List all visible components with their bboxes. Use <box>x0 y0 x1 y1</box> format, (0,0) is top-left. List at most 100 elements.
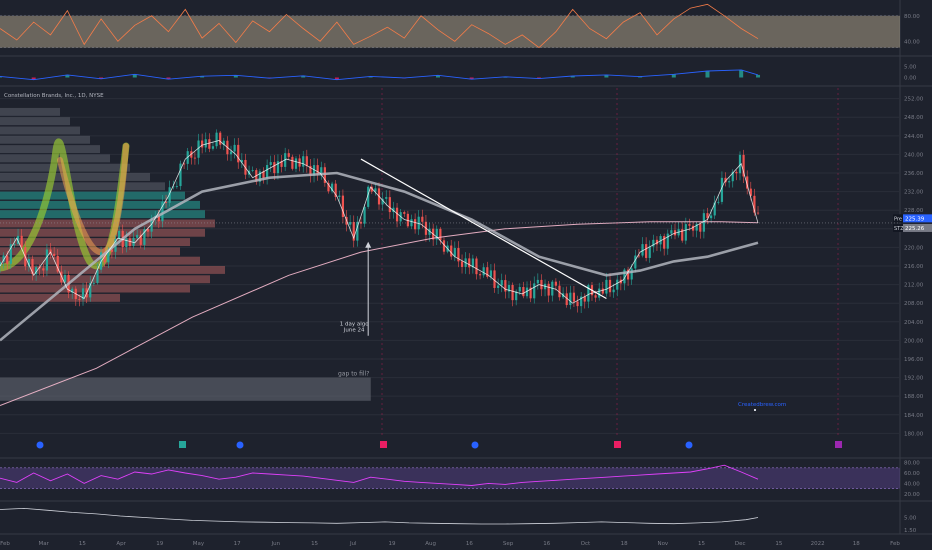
candle-body <box>637 255 641 257</box>
indicator-tick-label: 0.00 <box>904 76 917 82</box>
indicator-tick-label: 1.50 <box>904 528 917 534</box>
candle-body <box>233 144 236 152</box>
grid-lines <box>0 88 900 438</box>
event-dividend-icon[interactable] <box>236 441 244 449</box>
profile-bar <box>0 238 190 247</box>
candle-body <box>161 201 164 222</box>
time-tick-label: 15 <box>79 541 86 547</box>
price-tick-label: 192.00 <box>904 376 924 382</box>
candle-body <box>374 188 377 192</box>
event-dividend-icon[interactable] <box>471 441 479 449</box>
candle-body <box>107 249 110 263</box>
event-dividend-icon[interactable] <box>685 441 693 449</box>
profile-bar <box>0 182 165 191</box>
candle-body <box>9 244 12 264</box>
rsi-top-line <box>0 3 759 49</box>
time-tick-label: 15 <box>775 541 782 547</box>
candle-body <box>338 195 341 197</box>
profile-bar <box>0 284 190 293</box>
candle-body <box>118 230 121 239</box>
candle-body <box>172 186 175 188</box>
candle-body <box>691 225 695 231</box>
rsi-top-pane: 80.00 40.00 <box>0 3 920 49</box>
price-value-text: 225.26 <box>905 226 925 232</box>
candle-body <box>269 162 272 166</box>
profile-bar <box>0 145 100 154</box>
candle-body <box>182 163 186 165</box>
candle-body <box>497 285 500 288</box>
macd-histogram-bar <box>671 74 676 78</box>
macd-histogram-bar <box>537 77 542 79</box>
profile-bar <box>0 228 205 237</box>
candle-body <box>71 288 74 293</box>
chart-title: Constellation Brands, Inc., 1D, NYSE <box>4 93 104 99</box>
candle-body <box>53 253 56 256</box>
candle-body <box>486 267 489 277</box>
profile-bar <box>0 275 210 284</box>
candle-body <box>287 153 290 157</box>
indicator-tick-label: 20.00 <box>904 492 920 498</box>
event-earnings-icon[interactable] <box>380 441 387 448</box>
candle-body <box>309 165 312 176</box>
macd-histogram-bar <box>99 77 104 79</box>
candle-body <box>724 177 727 183</box>
candle-body <box>518 287 521 292</box>
candle-body <box>132 237 135 246</box>
candle-body <box>666 233 669 249</box>
time-axis: Feb Mar 15 Apr 19 May 17 Jun 15 Jul 19 Aug 16 Sep 16 Oc… <box>0 541 900 547</box>
trendline <box>360 158 607 300</box>
candle-body <box>522 287 525 297</box>
candle-body <box>587 285 590 302</box>
candle-body <box>482 267 485 276</box>
candle-body <box>641 244 644 256</box>
price-tick-label: 200.00 <box>904 338 924 344</box>
candle-body <box>240 159 243 163</box>
candle-body <box>219 132 222 145</box>
event-earnings-icon[interactable] <box>835 441 842 448</box>
time-tick-label: Mar <box>39 541 50 547</box>
candle-body <box>706 213 709 219</box>
candle-body <box>515 291 518 301</box>
candle-body <box>381 198 384 205</box>
rsi-bottom-line <box>0 464 759 486</box>
price-tick-label: 216.00 <box>904 264 924 270</box>
candle-body <box>511 284 514 301</box>
profile-bar <box>0 117 70 126</box>
candle-body <box>78 298 81 300</box>
price-tag-box <box>893 214 903 223</box>
candle-body <box>89 282 92 298</box>
volatility-pane: 5.00 1.50 <box>0 507 917 534</box>
candle-body <box>128 238 132 246</box>
price-tick-label: 240.00 <box>904 152 924 158</box>
price-value-box <box>903 214 932 223</box>
macd-histogram-bar <box>570 75 575 78</box>
candle-body <box>753 195 756 213</box>
candle-body <box>504 280 507 292</box>
candle-body <box>507 284 511 292</box>
candle-body <box>197 140 200 158</box>
candle-body <box>489 270 493 277</box>
price-value-text: 225.39 <box>905 216 925 222</box>
gap-rect <box>0 377 371 401</box>
candle-body <box>31 258 34 275</box>
candle-body <box>565 293 568 306</box>
event-earnings-icon[interactable] <box>179 441 186 448</box>
candle-body <box>42 268 45 271</box>
candle-body <box>417 216 420 230</box>
candle-body <box>626 269 630 280</box>
candle-body <box>316 165 319 175</box>
time-tick-label: Aug <box>425 541 436 547</box>
candle-body <box>2 255 5 262</box>
candle-body <box>125 238 128 248</box>
event-dividend-icon[interactable] <box>36 441 44 449</box>
candle-body <box>280 161 283 167</box>
candle-body <box>547 283 550 296</box>
candle-body <box>262 171 265 179</box>
moving-averages <box>0 140 900 406</box>
candle-body <box>648 246 651 258</box>
annotation: 1 day algo June 24 <box>340 241 372 336</box>
time-tick-label: 2022 <box>811 541 825 547</box>
event-earnings-icon[interactable] <box>614 441 621 448</box>
